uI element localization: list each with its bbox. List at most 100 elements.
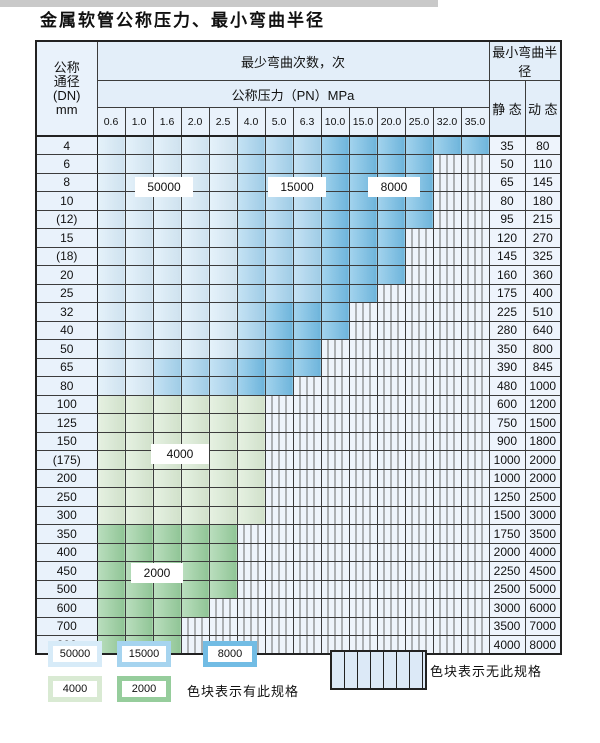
no-spec-cell [348,450,378,470]
band-cell-4000 [124,505,154,525]
band-cell-50000 [152,283,182,303]
no-spec-cell [376,487,406,507]
no-spec-cell [404,376,434,396]
band-cell-8000 [376,246,406,266]
band-cell-4000 [236,413,266,433]
band-cell-50000 [180,320,210,340]
band-cell-50000 [208,135,238,155]
bend-times-header: 最少弯曲次数，次 [96,40,490,81]
no-spec-cell [432,450,462,470]
no-spec-cell [432,487,462,507]
static-radius-cell: 4000 [488,635,526,655]
no-spec-cell [460,320,490,340]
band-cell-50000 [124,228,154,248]
no-spec-cell [460,487,490,507]
no-spec-cell [320,561,350,581]
no-spec-cell [236,542,266,562]
no-spec-cell [432,246,462,266]
band-cell-8000 [320,283,350,303]
band-cell-4000 [152,468,182,488]
dn-cell: 32 [35,302,98,322]
band-cell-15000 [264,246,294,266]
band-cell-50000 [180,283,210,303]
no-spec-cell [376,394,406,414]
dynamic-radius-cell: 7000 [524,616,562,636]
no-spec-cell [460,357,490,377]
band-cell-50000 [124,357,154,377]
no-spec-cell [460,191,490,211]
no-spec-cell [404,505,434,525]
band-cell-2000 [124,598,154,618]
pressure-tick: 10.0 [320,107,350,137]
table-row: (18) 145 325 [35,246,562,266]
table-row: 125 750 1500 [35,413,562,433]
no-spec-cell [320,468,350,488]
no-spec-cell [460,172,490,192]
band-cell-15000 [236,172,266,192]
band-cell-50000 [96,191,126,211]
band-cell-2000 [152,616,182,636]
no-spec-cell [264,635,294,655]
dn-cell: 80 [35,376,98,396]
band-cell-50000 [124,135,154,155]
no-spec-cell [320,579,350,599]
label-50000: 50000 [135,177,193,197]
static-radius-cell: 35 [488,135,526,155]
table-row: 80040008000 [35,635,562,655]
no-spec-cell [320,505,350,525]
band-cell-50000 [180,246,210,266]
no-spec-cell [404,450,434,470]
pressure-tick: 35.0 [460,107,490,137]
no-spec-cell [376,413,406,433]
no-spec-cell [404,246,434,266]
band-cell-15000 [292,209,322,229]
band-cell-2000 [208,561,238,581]
band-cell-50000 [124,339,154,359]
static-radius-cell: 175 [488,283,526,303]
band-cell-8000 [292,357,322,377]
no-spec-cell [404,339,434,359]
legend-swatch-label: 2000 [122,681,166,697]
dn-cell: 6 [35,154,98,174]
no-spec-cell [404,431,434,451]
band-cell-15000 [208,357,238,377]
band-cell-4000 [124,394,154,414]
no-spec-cell [348,561,378,581]
no-spec-cell [376,561,406,581]
no-spec-cell [460,468,490,488]
no-spec-cell [432,468,462,488]
dn-cell: 450 [35,561,98,581]
no-spec-cell [404,542,434,562]
legend-swatch-4000: 4000 [48,676,102,702]
no-spec-cell [264,487,294,507]
band-cell-8000 [320,320,350,340]
table-row: 32 225 510 [35,302,562,322]
static-radius-cell: 1000 [488,450,526,470]
legend-swatch-8000: 8000 [203,641,257,667]
no-spec-cell [292,524,322,544]
band-cell-8000 [348,246,378,266]
band-cell-2000 [208,524,238,544]
no-spec-cell [292,487,322,507]
no-spec-cell [264,468,294,488]
no-spec-cell [432,228,462,248]
no-spec-cell [264,598,294,618]
no-spec-cell [264,394,294,414]
no-spec-cell [348,431,378,451]
band-cell-15000 [292,265,322,285]
band-cell-50000 [96,339,126,359]
band-cell-8000 [376,265,406,285]
band-cell-15000 [264,135,294,155]
band-cell-15000 [236,246,266,266]
no-spec-cell [292,431,322,451]
band-cell-8000 [404,154,434,174]
band-cell-4000 [208,505,238,525]
no-spec-cell [292,413,322,433]
dn-cell: 8 [35,172,98,192]
table-row: 600 3000 6000 [35,598,562,618]
no-spec-cell [376,468,406,488]
band-cell-15000 [152,376,182,396]
spec-table-wrap: 公称 通径 (DN) mm 最少弯曲次数，次 最小弯曲半径 公称压力（PN）MP… [35,40,562,655]
no-spec-cell [320,450,350,470]
table-row: 150 900 1800 [35,431,562,451]
